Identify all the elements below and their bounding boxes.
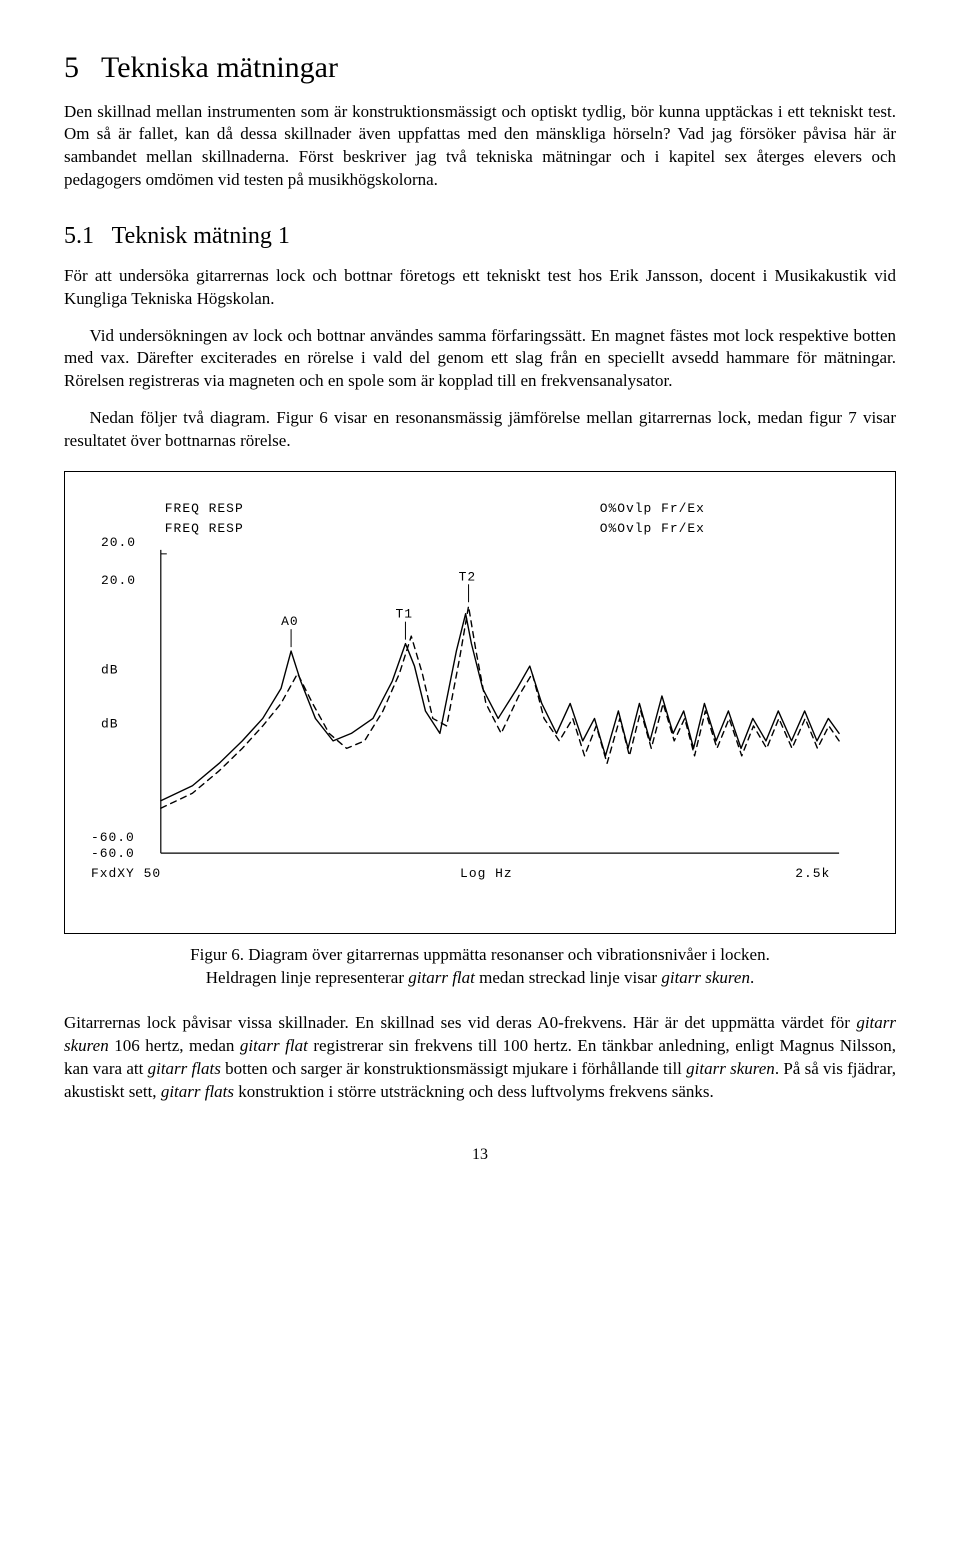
svg-text:T1: T1: [395, 607, 413, 622]
closing-paragraph: Gitarrernas lock påvisar vissa skillnade…: [64, 1012, 896, 1104]
svg-text:FREQ RESP: FREQ RESP: [165, 501, 244, 516]
cp-i4: gitarr skuren: [686, 1059, 775, 1078]
figure-6-caption: Figur 6. Diagram över gitarrernas uppmät…: [64, 944, 896, 990]
svg-text:O%Ovlp Fr/Ex: O%Ovlp Fr/Ex: [600, 501, 705, 516]
intro-paragraph: Den skillnad mellan instrumenten som är …: [64, 101, 896, 193]
caption-line2-i2: gitarr skuren: [661, 968, 750, 987]
section-title: Tekniska mätningar: [101, 51, 338, 84]
section-number: 5: [64, 51, 79, 84]
cp-a: Gitarrernas lock påvisar vissa skillnade…: [64, 1013, 856, 1032]
svg-text:T2: T2: [459, 569, 477, 584]
svg-text:-60.0: -60.0: [91, 846, 135, 861]
body-paragraph-2: Vid undersökningen av lock och bottnar a…: [64, 325, 896, 394]
caption-line2b: medan streckad linje visar: [475, 968, 661, 987]
cp-i3: gitarr flats: [148, 1059, 221, 1078]
cp-f: konstruktion i större utsträckning och d…: [234, 1082, 714, 1101]
subsection-title: Teknisk mätning 1: [112, 223, 290, 249]
svg-text:-60.0: -60.0: [91, 830, 135, 845]
svg-text:Log Hz: Log Hz: [460, 866, 513, 881]
subsection-heading: 5.1 Teknisk mätning 1: [64, 220, 896, 252]
caption-line2a: Heldragen linje representerar: [206, 968, 408, 987]
svg-text:dB: dB: [101, 663, 119, 678]
caption-line2c: .: [750, 968, 754, 987]
figure-6-chart: FREQ RESP O%Ovlp Fr/Ex FREQ RESP O%Ovlp Fr/…: [81, 494, 879, 923]
section-heading: 5 Tekniska mätningar: [64, 48, 896, 89]
svg-text:20.0: 20.0: [101, 573, 136, 588]
svg-text:2.5k: 2.5k: [795, 866, 830, 881]
cp-d: botten och sarger är konstruktionsmässig…: [221, 1059, 686, 1078]
cp-i2: gitarr flat: [240, 1036, 308, 1055]
cp-b: 106 hertz, medan: [109, 1036, 240, 1055]
cp-i5: gitarr flats: [161, 1082, 234, 1101]
subsection-number: 5.1: [64, 223, 94, 249]
svg-text:FREQ RESP: FREQ RESP: [165, 521, 244, 536]
page-number: 13: [64, 1144, 896, 1166]
chart-svg: FREQ RESP O%Ovlp Fr/Ex FREQ RESP O%Ovlp Fr/…: [81, 494, 879, 923]
caption-line1: Figur 6. Diagram över gitarrernas uppmät…: [190, 945, 770, 964]
svg-text:20.0: 20.0: [101, 535, 136, 550]
body-paragraph-1: För att undersöka gitarrernas lock och b…: [64, 265, 896, 311]
svg-text:A0: A0: [281, 614, 299, 629]
caption-line2-i1: gitarr flat: [408, 968, 475, 987]
svg-text:FxdXY 50: FxdXY 50: [91, 866, 161, 881]
figure-6-frame: FREQ RESP O%Ovlp Fr/Ex FREQ RESP O%Ovlp Fr/…: [64, 471, 896, 934]
svg-text:dB: dB: [101, 717, 119, 732]
svg-text:O%Ovlp Fr/Ex: O%Ovlp Fr/Ex: [600, 521, 705, 536]
body-paragraph-3: Nedan följer två diagram. Figur 6 visar …: [64, 407, 896, 453]
